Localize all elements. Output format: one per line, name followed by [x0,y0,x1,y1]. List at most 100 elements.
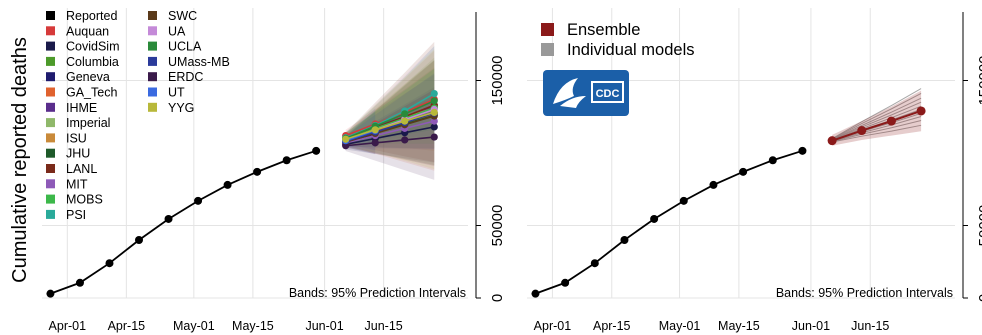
hhs-eagle-icon [553,78,586,108]
legend-swatch [541,43,554,56]
legend-swatch [46,133,55,143]
model-point [430,97,438,105]
ensemble-point [827,136,837,146]
x-tick-label: Jun-15 [851,319,889,333]
x-tick-label: Jun-01 [305,319,343,333]
reported-point [590,259,599,268]
model-point [430,89,438,98]
x-tick-label: May-15 [718,319,760,333]
y-tick-label: 0 [976,294,982,302]
legend-label: Columbia [66,55,119,69]
reported-point [768,156,777,165]
reported-point [194,196,203,205]
legend-label: ERDC [168,70,203,84]
reported-line [50,149,317,295]
reported-point [253,167,262,176]
y-axis-label: Cumulative reported deaths [9,37,31,283]
model-point [342,142,350,150]
x-tick-label: Apr-15 [108,319,146,333]
legend-swatch [148,41,157,51]
legend-swatch [148,56,157,66]
legend-swatch [46,102,55,112]
reported-point [135,236,144,244]
model-point [430,117,438,125]
legend-swatch [46,11,55,20]
legend-label: Reported [66,9,117,23]
legend-label: CovidSim [66,40,120,54]
model-line [345,136,435,147]
legend-label: Geneva [66,70,110,84]
y-tick-label: 50000 [976,205,982,247]
legend-label: JHU [66,147,90,161]
legend-swatch [46,209,55,219]
legend-label: Auquan [66,24,109,38]
cdc-logo-text: CDC [596,88,620,100]
individual-model-line [831,116,922,142]
right-panel: 0 50000 150000 Apr-01 Apr-15 May-01 May-15 Jun-… [527,8,982,333]
legend-swatch [46,56,55,66]
individual-model-line [831,92,922,140]
model-point [342,135,350,143]
reported-point [164,214,173,223]
reported-point [709,180,718,189]
legend-label: UA [168,24,186,38]
reported-point [105,259,114,268]
legend-swatch [46,179,55,189]
legend-swatch [46,164,55,173]
y-tick-label: 50000 [489,205,506,247]
legend-label: LANL [66,162,97,176]
legend-label: Imperial [66,116,110,130]
x-tick-label: May-15 [232,319,274,333]
ensemble-band [832,90,922,146]
legend-label: PSI [66,208,86,222]
model-line [345,100,435,140]
model-line [345,126,435,146]
model-point [430,133,438,141]
legend-label: UT [168,86,185,100]
model-line [345,120,435,144]
ensemble-line [831,110,922,142]
legend-label: Individual models [567,41,695,59]
legend-label: MIT [66,177,88,191]
reported-point [650,214,659,223]
reported-point [739,167,748,176]
legend-swatch [46,72,55,82]
legend-swatch [46,26,55,36]
legend-swatch [148,87,157,97]
reported-point [679,196,688,205]
individual-model-line [831,105,922,141]
reported-point [75,278,84,287]
legend-swatch [541,23,554,36]
legend-swatch [46,148,55,158]
legend-label: YYG [168,101,194,115]
reported-point [620,236,629,244]
legend-swatch [46,87,55,97]
ensemble-point [886,116,896,126]
legend-label: UMass-MB [168,55,230,69]
x-tick-label: Jun-01 [792,319,830,333]
y-tick-label: 150000 [976,55,982,105]
y-tick-label: 0 [489,294,506,302]
reported-line [535,149,803,295]
model-point [430,108,438,116]
legend-label: UCLA [168,40,202,54]
legend-label: SWC [168,9,197,23]
legend-label: ISU [66,131,87,145]
legend-swatch [46,194,55,204]
model-point [371,126,379,134]
x-tick-label: Jun-15 [365,319,403,333]
reported-point [46,289,55,298]
prediction-band [345,89,435,180]
cdc-box-inner [593,83,622,101]
reported-point [223,180,232,189]
legend-swatch [148,11,157,20]
legend-swatch [148,72,157,82]
ensemble-point [916,106,926,116]
model-point [401,136,409,144]
bands-note: Bands: 95% Prediction Intervals [776,286,953,300]
legend-swatch [148,26,157,36]
individual-model-line [831,101,922,141]
x-tick-label: Apr-15 [593,319,631,333]
individual-model-line [832,124,922,143]
